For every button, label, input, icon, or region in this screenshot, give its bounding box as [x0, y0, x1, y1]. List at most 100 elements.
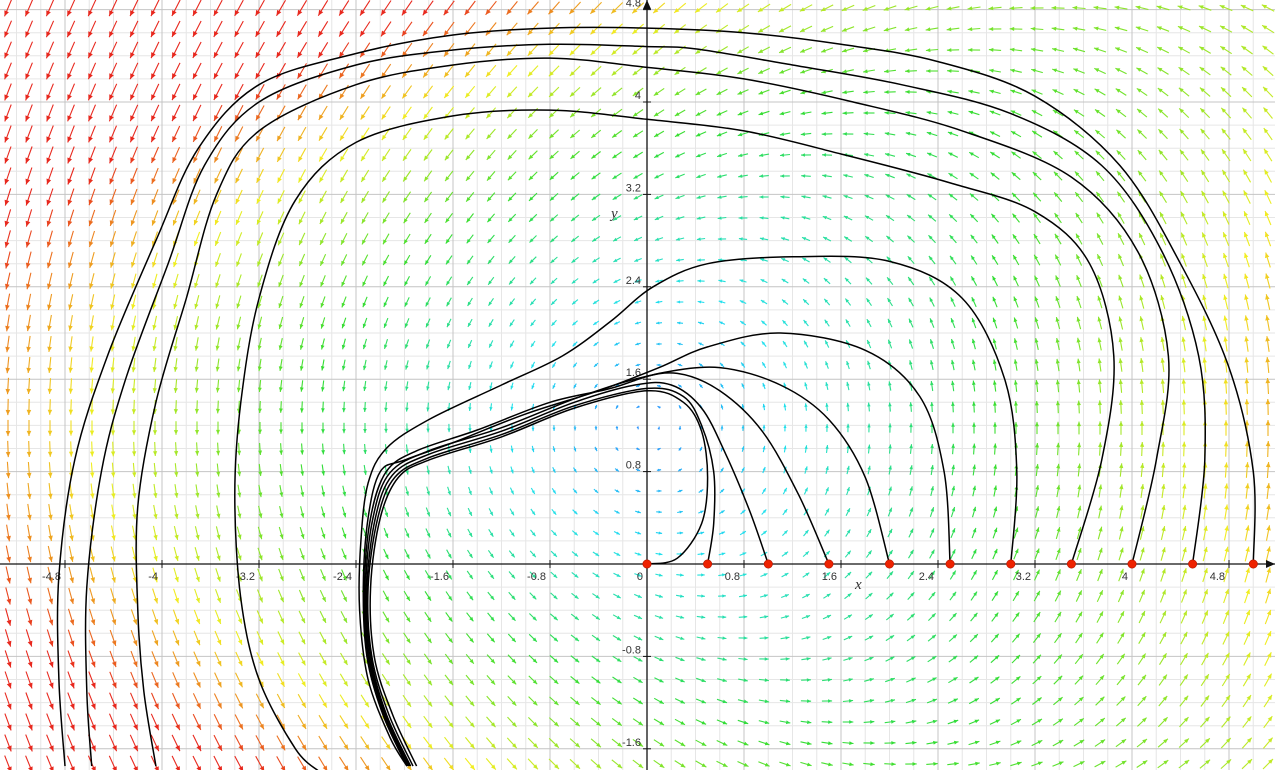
field-arrowhead [1242, 128, 1248, 134]
field-arrowhead [825, 403, 829, 407]
field-arrowhead [968, 89, 973, 94]
field-arrowhead [994, 676, 1000, 681]
field-arrowhead [653, 91, 659, 96]
field-arrowhead [486, 71, 491, 77]
field-arrowhead [549, 154, 555, 159]
field-arrowhead [5, 431, 11, 437]
field-arrowhead [46, 31, 51, 38]
field-arrowhead [490, 637, 495, 643]
field-arrowhead [280, 681, 285, 687]
field-arrowhead [279, 471, 284, 476]
field-arrowhead [699, 446, 702, 451]
field-arrowhead [132, 619, 138, 625]
field-arrowhead [974, 698, 979, 702]
field-arrowhead [993, 401, 997, 406]
y-tick-label: 0.8 [626, 460, 641, 472]
field-arrowhead [339, 30, 345, 37]
field-arrowhead [717, 195, 722, 199]
field-arrowhead [908, 277, 912, 282]
field-arrowhead [1119, 526, 1124, 532]
solution-curve [135, 57, 1170, 767]
field-arrowhead [680, 594, 684, 598]
field-arrowhead [320, 302, 325, 308]
x-tick-label: 2.4 [919, 571, 934, 583]
field-arrowhead [1036, 612, 1041, 617]
field-arrowhead [679, 510, 683, 514]
field-arrowhead [174, 555, 179, 561]
field-arrowhead [993, 443, 997, 448]
field-arrowhead [884, 132, 890, 136]
field-arrowhead [738, 237, 743, 241]
field-arrowhead [6, 598, 12, 605]
field-arrowhead [1097, 379, 1102, 385]
field-arrowhead [1076, 358, 1081, 364]
field-arrowhead [632, 29, 638, 34]
field-arrowhead [343, 659, 348, 665]
field-arrowhead [322, 660, 327, 666]
field-arrowhead [194, 345, 199, 351]
field-arrowhead [278, 387, 283, 392]
field-arrowhead [926, 69, 931, 73]
initial-point [763, 559, 773, 569]
field-arrowhead [1035, 443, 1040, 448]
field-arrowhead [1160, 295, 1165, 301]
field-arrowhead [4, 10, 9, 17]
field-arrowhead [532, 616, 537, 621]
field-arrowhead [405, 428, 409, 433]
field-arrowhead [696, 195, 701, 199]
field-arrowhead [591, 175, 597, 180]
field-arrowhead [701, 594, 705, 598]
field-arrowhead [448, 659, 453, 664]
field-arrowhead [404, 281, 409, 286]
field-arrowhead [1078, 654, 1083, 659]
field-arrowhead [676, 258, 680, 262]
field-arrowhead [27, 535, 32, 542]
field-arrowhead [426, 323, 430, 328]
field-arrowhead [674, 28, 680, 34]
field-arrowhead [216, 618, 221, 624]
field-arrowhead [737, 111, 743, 116]
solution-curve [364, 372, 830, 767]
field-arrowhead [133, 703, 138, 710]
field-arrowhead [48, 556, 53, 562]
field-arrowhead [974, 677, 979, 681]
field-arrowhead [675, 195, 680, 199]
field-arrowhead [552, 469, 556, 473]
field-arrowhead [1244, 378, 1250, 384]
field-arrowhead [950, 297, 955, 302]
field-arrowhead [764, 636, 769, 640]
field-arrowhead [258, 534, 263, 540]
field-arrowhead [948, 173, 953, 177]
field-arrowhead [510, 385, 514, 390]
field-arrowhead [1161, 441, 1166, 447]
field-arrowhead [111, 598, 116, 604]
field-arrowhead [364, 765, 370, 770]
field-arrowhead [779, 132, 785, 136]
field-arrowhead [532, 679, 538, 685]
field-arrowhead [154, 766, 159, 770]
field-arrowhead [1097, 358, 1102, 364]
field-arrowhead [1037, 761, 1043, 766]
field-arrowhead [196, 660, 201, 667]
field-arrowhead [594, 363, 598, 367]
field-arrowhead [279, 429, 283, 434]
field-arrowhead [26, 409, 32, 415]
field-arrowhead [298, 177, 303, 183]
field-arrowhead [613, 237, 618, 242]
field-arrowhead [992, 255, 996, 260]
field-arrowhead [469, 680, 474, 685]
field-arrowhead [1114, 5, 1120, 10]
field-arrowhead [1267, 673, 1272, 679]
field-arrowhead [909, 444, 913, 449]
field-arrowhead [615, 426, 619, 430]
field-arrowhead [192, 10, 198, 16]
field-arrowhead [320, 281, 325, 287]
field-arrowhead [238, 681, 243, 688]
field-arrowhead [153, 555, 158, 562]
field-arrowhead [532, 658, 537, 663]
field-arrowhead [783, 424, 787, 428]
field-arrowhead [1245, 483, 1250, 489]
x-tick-label: 0.8 [725, 571, 740, 583]
solution-curve [362, 332, 951, 767]
field-arrowhead [507, 175, 513, 181]
